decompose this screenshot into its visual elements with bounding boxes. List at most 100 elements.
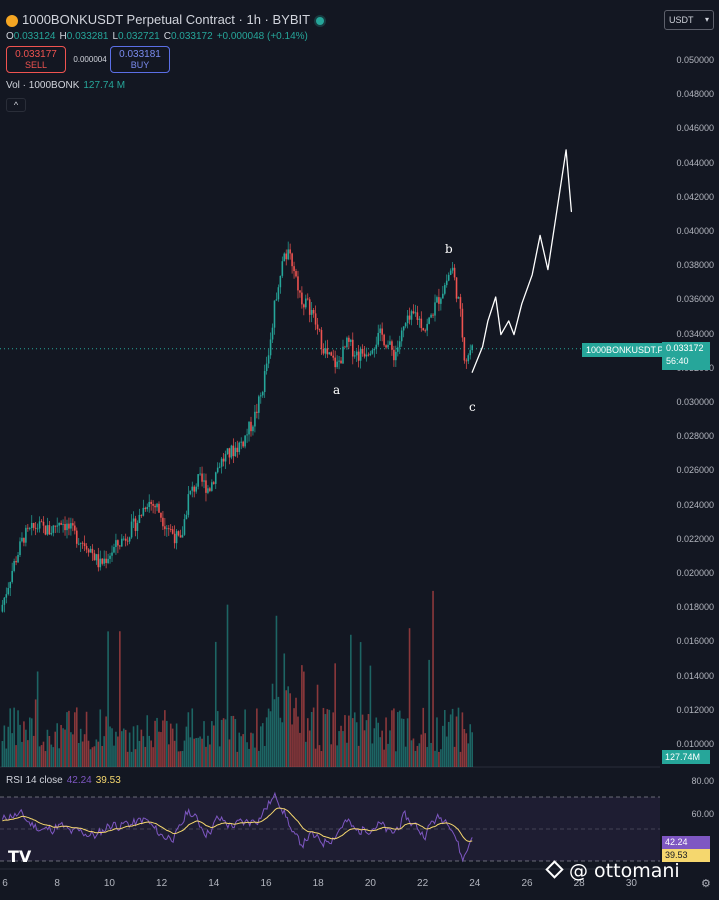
candle-body [375,344,378,349]
volume-bar [447,721,450,767]
volume-bar [201,738,203,767]
candle-body [66,523,68,531]
symbol-legend[interactable]: 1000BONKUSDT Perpetual Contract · 1h · B… [6,12,325,27]
price-axis-label: 0.038000 [676,260,714,271]
candle-body [281,261,284,276]
candle-body [459,297,462,309]
candle-body [83,543,86,547]
candle-body [158,503,160,513]
chevron-up-icon: ^ [13,100,19,110]
wave-label-a: a [333,383,341,397]
candle-body [287,249,289,260]
candle-body [291,253,293,267]
volume-bar [117,736,119,767]
volume-bar [3,725,6,767]
time-axis-label: 30 [625,878,637,889]
market-open-icon [316,16,325,25]
candle-body [273,300,276,328]
volume-bar [95,739,98,767]
candle-body [393,349,395,361]
candle-body [373,348,376,351]
collapse-legend-button[interactable]: ^ [6,98,26,112]
price-axis-label: 0.036000 [676,294,714,305]
volume-bar [11,733,13,767]
candle-body [316,324,319,330]
volume-bar [15,745,17,767]
volume-bar [234,719,237,767]
volume-bar [359,642,362,767]
volume-bar [197,737,199,767]
candle-body [350,339,352,342]
candle-body [449,270,452,275]
volume-bar [355,722,358,767]
volume-bar [21,741,23,767]
currency-label: USDT [669,15,694,25]
bar-countdown: 56:40 [666,356,689,366]
volume-bar [258,750,260,767]
volume-bar [105,716,107,767]
current-price: 0.033172 [666,343,704,353]
volume-bar [150,740,152,767]
volume-bar [308,730,311,767]
candle-body [438,297,440,304]
spread-value: 0.000004 [73,55,107,64]
volume-bar [375,717,378,767]
candle-body [416,312,419,320]
buy-price: 0.033181 [119,49,161,60]
volume-bar [261,723,264,767]
sell-button[interactable]: 0.033177 SELL [6,46,66,73]
time-axis-label: 12 [156,878,168,889]
buy-button[interactable]: 0.033181 BUY [110,46,170,73]
candle-body [197,474,199,487]
volume-bar [277,696,280,767]
volume-bar [361,714,364,767]
candle-body [353,355,356,357]
candle-body [179,535,182,538]
volume-bar [351,718,354,767]
volume-bar [214,641,217,767]
rsi-legend[interactable]: RSI 14 close 42.24 39.53 [6,775,121,786]
volume-bar [436,717,438,767]
volume-bar [119,631,121,767]
candle-body [21,537,23,542]
volume-bar [340,725,342,767]
candle-body [19,541,21,556]
price-axis-label: 0.012000 [676,704,714,715]
volume-legend[interactable]: Vol · 1000BONK 127.74 M [6,80,125,91]
volume-bar [432,590,434,767]
volume-bar [397,712,399,767]
candle-body [385,345,387,348]
candle-body [391,341,393,350]
candle-body [181,534,184,538]
candle-body [424,330,427,332]
volume-bar [326,709,329,767]
candle-body [95,554,98,561]
time-axis-label: 28 [573,878,585,889]
watermark-text: @ ottomani [569,860,680,882]
candle-body [371,350,374,354]
currency-selector[interactable]: USDT ▾ [664,10,714,30]
tradingview-logo: TV [8,847,32,866]
candle-body [132,518,135,522]
volume-bar [267,708,270,767]
candle-body [295,271,297,277]
price-axis-label: 0.022000 [676,533,714,544]
sell-label: SELL [24,60,48,70]
volume-bar [162,720,164,767]
candle-body [60,522,62,525]
candle-body [432,314,434,316]
candle-body [404,323,407,327]
volume-bar [228,739,231,767]
volume-bar [148,735,151,767]
volume-bar [56,723,58,767]
volume-bar [365,720,368,767]
candle-body [398,341,401,348]
candle-body [232,445,235,457]
volume-bar [283,653,286,767]
volume-bar [342,731,344,767]
volume-bar [122,728,125,767]
gear-icon[interactable]: ⚙ [701,878,711,890]
volume-bar [181,750,184,767]
